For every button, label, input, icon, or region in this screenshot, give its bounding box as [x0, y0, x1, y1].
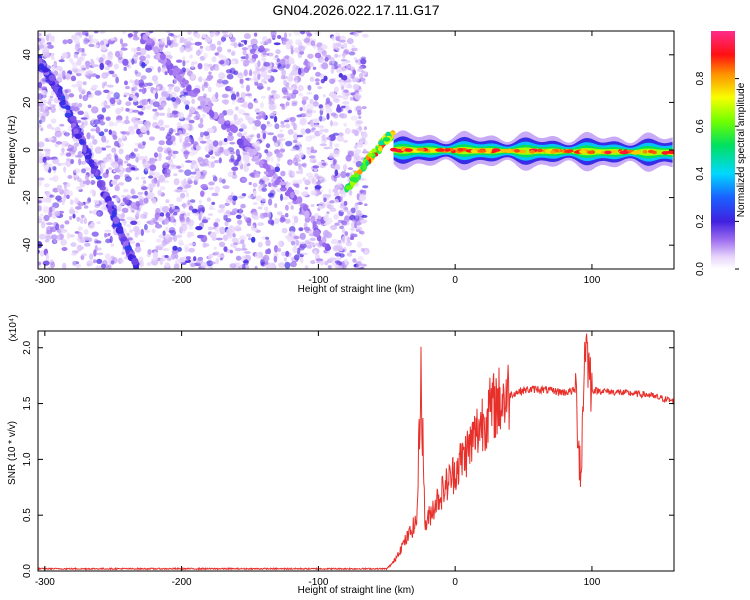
- figure-title: GN04.2026.022.17.11.G17: [272, 2, 439, 18]
- spectrogram-y-tick-label: 20: [22, 96, 33, 108]
- snr-panel: -300 -200 -100 0 100 0.0 0.5 1.0 1.5 2.0 Height …: [7, 314, 675, 596]
- snr-y-tick-label: 2.0: [22, 340, 33, 354]
- snr-y-tick-label: 1.0: [22, 452, 33, 466]
- spectrogram-x-tick-label: -100: [308, 275, 328, 286]
- snr-x-tick-label: -300: [35, 577, 55, 588]
- spectrogram-x-tick-label: -300: [35, 275, 55, 286]
- colorbar-label: Normalized spectral amplitude: [736, 82, 747, 217]
- snr-y-tick-label: 0.0: [22, 564, 33, 578]
- spectrogram-y-ticks: -40 -20 0 20 40: [22, 49, 674, 253]
- spectrogram-y-label: Frequency (Hz): [7, 116, 18, 185]
- colorbar-tick-label: 0.0: [695, 262, 706, 276]
- spectrogram-y-tick-label: -40: [22, 238, 33, 253]
- spectrogram-content: [38, 31, 674, 269]
- spectrogram-x-label: Height of straight line (km): [298, 284, 415, 295]
- snr-x-tick-label: -100: [308, 577, 328, 588]
- snr-x-tick-label: 0: [452, 577, 458, 588]
- spectrogram-x-tick-label: 100: [584, 275, 601, 286]
- snr-y-multiplier: (x10⁴): [8, 314, 19, 341]
- snr-x-ticks: -300 -200 -100 0 100: [35, 331, 601, 588]
- snr-y-label: SNR (10 * v/v): [7, 421, 18, 485]
- colorbar-tick-label: 0.4: [695, 166, 706, 180]
- rising-branch: [344, 130, 396, 193]
- colorbar-ticks: 0.0 0.2 0.4 0.6 0.8: [695, 71, 739, 276]
- snr-y-tick-label: 0.5: [22, 508, 33, 522]
- snr-y-tick-label: 1.5: [22, 396, 33, 410]
- snr-series-line: [38, 333, 674, 571]
- spectrogram-y-tick-label: -20: [22, 190, 33, 205]
- colorbar-tick-label: 0.8: [695, 71, 706, 85]
- spectrogram-x-ticks: -300 -200 -100 0 100: [35, 31, 601, 286]
- snr-x-tick-label: -200: [172, 577, 192, 588]
- snr-x-tick-label: 100: [584, 577, 601, 588]
- spectrogram-x-tick-label: 0: [452, 275, 458, 286]
- diagonal-track-2: [140, 32, 332, 251]
- spectrogram-y-tick-label: 0: [22, 147, 33, 153]
- snr-frame: [37, 330, 675, 572]
- snr-y-ticks: 0.0 0.5 1.0 1.5 2.0: [22, 340, 674, 578]
- noise-region: [38, 31, 370, 269]
- colorbar-tick-label: 0.6: [695, 119, 706, 133]
- colorbar-tick-label: 0.2: [695, 214, 706, 228]
- snr-x-label: Height of straight line (km): [298, 585, 415, 596]
- carrier-band: [390, 130, 674, 172]
- colorbar-gradient: [711, 31, 735, 269]
- diagonal-track-1: [38, 54, 140, 269]
- spectrogram-y-tick-label: 40: [22, 49, 33, 61]
- colorbar: 0.0 0.2 0.4 0.6 0.8 Normalized spectral ampl…: [695, 31, 747, 276]
- spectrogram-x-tick-label: -200: [172, 275, 192, 286]
- snr-content: [38, 333, 674, 571]
